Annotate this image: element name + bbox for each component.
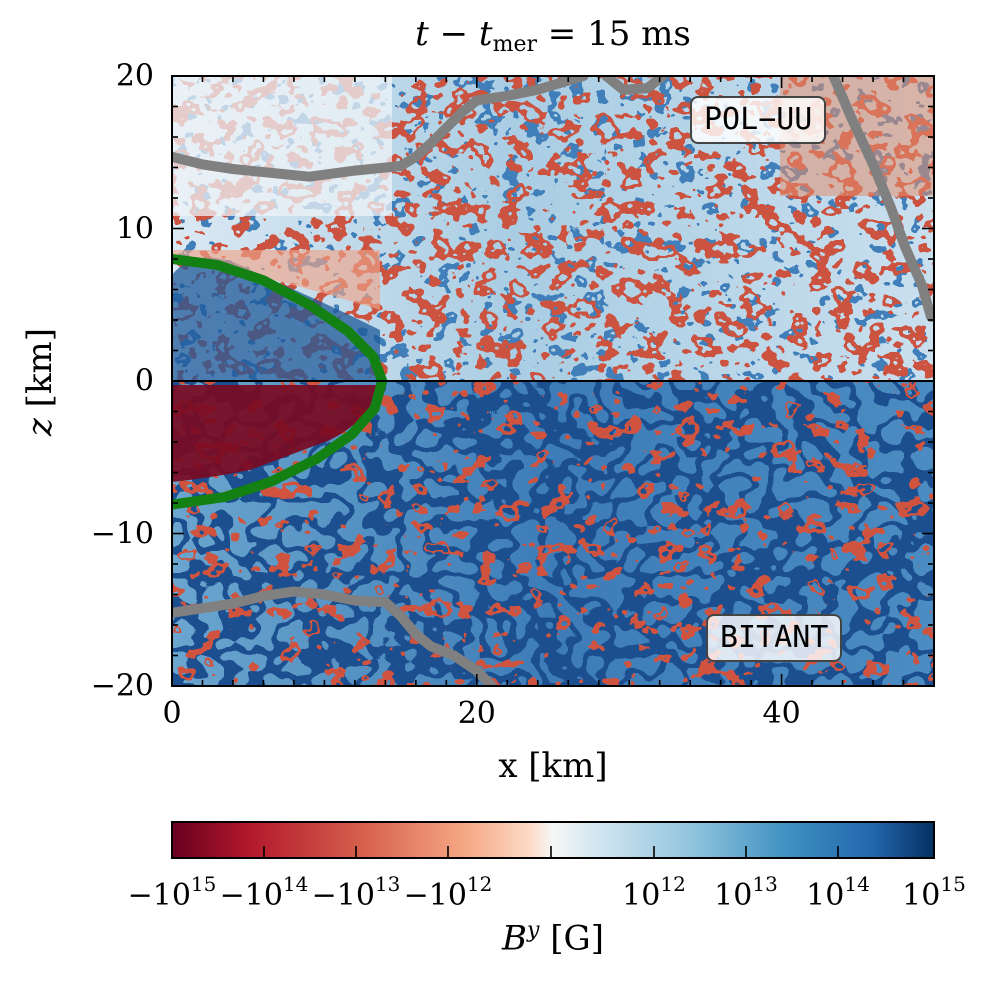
y-tick-label: 10 [115, 211, 154, 246]
chart-title: t − tmer = 15 ms [415, 14, 691, 57]
title-subscript: mer [492, 32, 537, 57]
y-tick-label: −10 [90, 516, 154, 551]
gray-contour-upper-b [601, 76, 668, 95]
colorbar-tick-label: 1012 [622, 872, 686, 913]
x-tick-label: 40 [762, 696, 801, 731]
colorbar [171, 821, 935, 859]
y-tick-label: 0 [134, 363, 154, 399]
colorbar-tick-label: 1014 [806, 872, 870, 913]
x-tick-label: 0 [162, 696, 182, 731]
colorbar-tick-label: −1012 [403, 872, 493, 913]
panel-label-bottom: BITANT [706, 614, 843, 662]
y-tick-label: 20 [115, 58, 154, 94]
colorbar-tick-label: −1014 [219, 872, 309, 913]
colorbar-label: By [G] [502, 918, 604, 959]
y-tick-label: −20 [90, 668, 154, 704]
title-rest: = 15 ms [536, 14, 691, 54]
colorbar-tick-label: 1013 [714, 872, 778, 913]
colorbar-tick-label: −1015 [127, 872, 217, 913]
gray-contour-lower [172, 586, 497, 686]
x-axis-label: x [km] [498, 746, 608, 786]
axis-ticks [171, 75, 935, 687]
panel-label-top: POL−UU [690, 96, 827, 144]
gray-contour-right [828, 76, 934, 322]
colorbar-tick-label: −1013 [311, 872, 401, 913]
x-tick-label: 20 [457, 696, 496, 731]
gray-contour-upper [172, 76, 589, 182]
colorbar-tick-label: 1015 [902, 872, 966, 913]
colorbar-ticks [171, 846, 935, 858]
